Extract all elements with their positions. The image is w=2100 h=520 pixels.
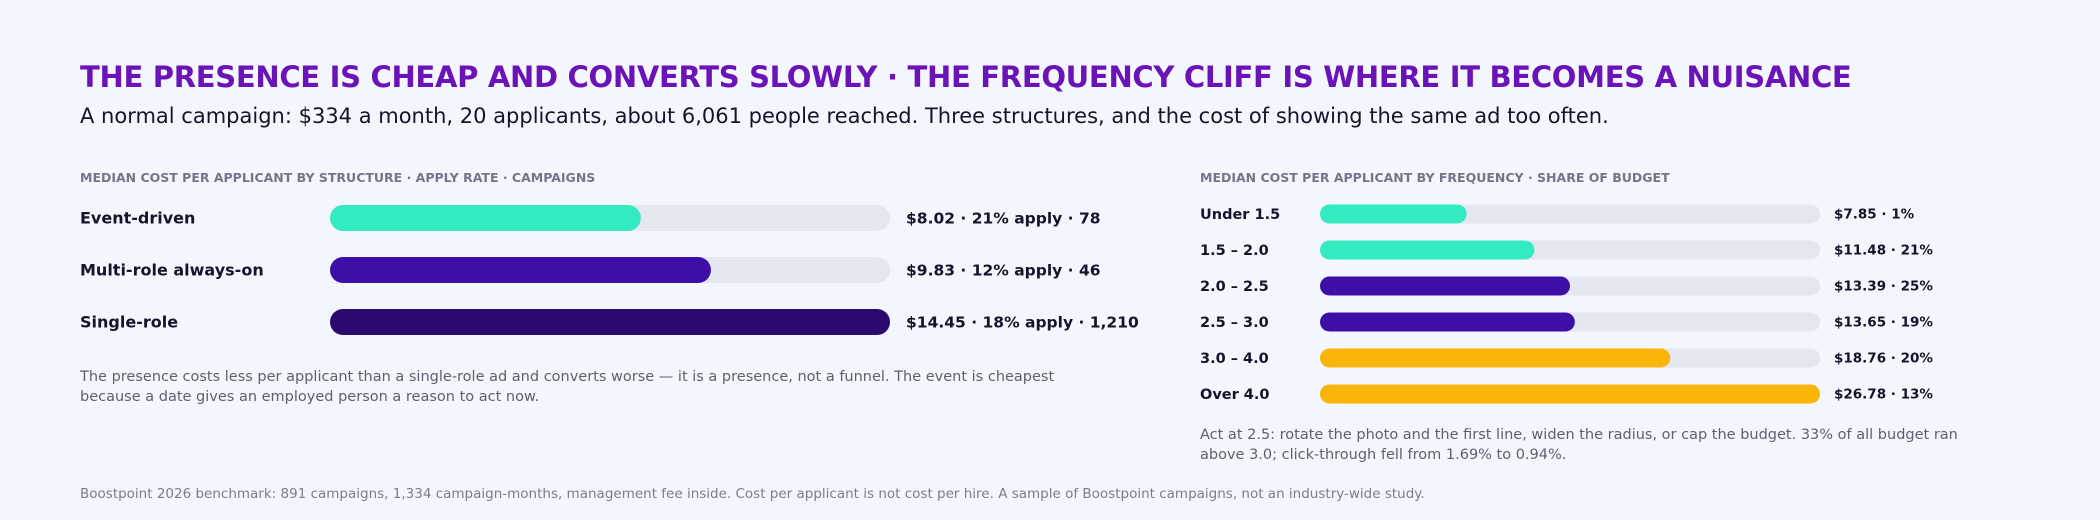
bar [1320, 312, 1575, 332]
structure-chart-title: MEDIAN COST PER APPLICANT BY STRUCTURE ·… [80, 170, 596, 185]
bar [1320, 384, 1820, 404]
category-label: Multi-role always-on [80, 261, 264, 280]
page-subtitle: A normal campaign: $334 a month, 20 appl… [80, 104, 1609, 128]
category-label: 1.5 – 2.0 [1200, 243, 1269, 259]
data-label: $11.48 · 21% [1834, 243, 1933, 259]
category-label: 2.0 – 2.5 [1200, 279, 1269, 295]
structure-bar-chart: Event-driven $8.02 · 21% apply · 78 Multi-… [80, 205, 1139, 335]
bar [1320, 348, 1671, 368]
data-label: $18.76 · 20% [1834, 351, 1933, 367]
frequency-bar-chart: Under 1.5 $7.85 · 1% 1.5 – 2.0 $11.48 · 21%… [1200, 204, 1933, 404]
bar [330, 309, 890, 335]
bar [330, 257, 711, 283]
category-label: 2.5 – 3.0 [1200, 315, 1269, 331]
frequency-chart-title: MEDIAN COST PER APPLICANT BY FREQUENCY ·… [1200, 170, 1670, 185]
source-footnote: Boostpoint 2026 benchmark: 891 campaigns… [80, 486, 1425, 502]
page-title: THE PRESENCE IS CHEAP AND CONVERTS SLOWL… [80, 60, 1852, 94]
data-label: $8.02 · 21% apply · 78 [906, 209, 1101, 227]
structure-chart-note: The presence costs less per applicant th… [80, 369, 1055, 405]
category-label: Under 1.5 [1200, 207, 1280, 223]
data-label: $14.45 · 18% apply · 1,210 [906, 313, 1139, 331]
data-label: $9.83 · 12% apply · 46 [906, 261, 1101, 279]
bar [1320, 204, 1467, 224]
bar [1320, 276, 1570, 296]
data-label: $13.39 · 25% [1834, 279, 1933, 295]
category-label: Single-role [80, 313, 178, 332]
bar [1320, 240, 1535, 260]
bar [330, 205, 641, 231]
data-label: $13.65 · 19% [1834, 315, 1933, 331]
category-label: Over 4.0 [1200, 387, 1270, 403]
category-label: Event-driven [80, 209, 195, 228]
data-label: $7.85 · 1% [1834, 207, 1915, 223]
data-label: $26.78 · 13% [1834, 387, 1933, 403]
frequency-chart-note: Act at 2.5: rotate the photo and the fir… [1200, 427, 1958, 463]
category-label: 3.0 – 4.0 [1200, 351, 1269, 367]
